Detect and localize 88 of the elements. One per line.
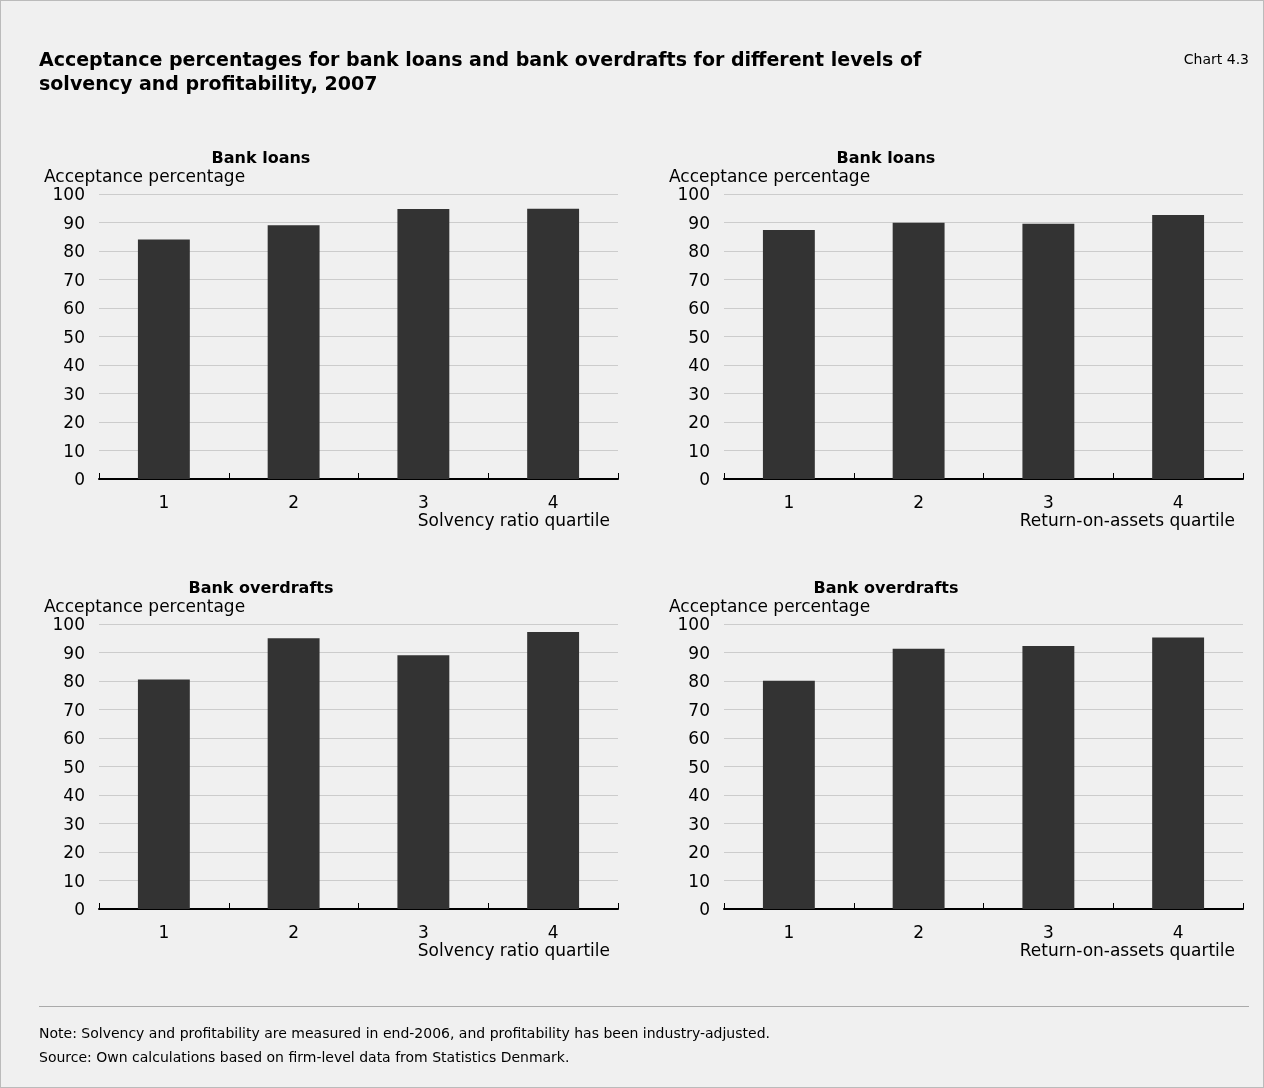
- caption: Chart 4.3: [1183, 51, 1249, 67]
- y-tick-label: 100: [677, 184, 710, 204]
- y-axis-title: Acceptance percentage: [44, 595, 246, 616]
- y-tick-label: 40: [63, 355, 85, 375]
- bar: [267, 225, 320, 479]
- chart-title: Bank overdrafts: [188, 577, 334, 597]
- y-tick-label: 30: [688, 383, 710, 404]
- y-tick-label: 0: [74, 899, 85, 919]
- text: Note: Solvency and profitability are measured in end-2006, and profitability has been industry-adjusted.: [39, 1024, 771, 1043]
- x-tick-label: 4: [547, 491, 559, 512]
- y-tick-label: 30: [63, 383, 85, 404]
- chart-title: Bank loans: [836, 147, 936, 167]
- x-tick-label: 2: [288, 491, 300, 512]
- x-tick-label: 1: [783, 921, 795, 942]
- text: Acceptance percentages for bank loans and bank overdrafts for different levels of solvency and profitability, 2007: [39, 47, 923, 95]
- x-tick-label: 2: [913, 491, 925, 512]
- bar: [1022, 645, 1075, 909]
- x-axis-title: Return-on-assets quartile: [1019, 939, 1235, 960]
- y-tick-label: 100: [677, 614, 710, 634]
- bar: [527, 208, 580, 479]
- y-tick-label: 40: [688, 785, 710, 805]
- x-tick-label: 4: [547, 921, 559, 942]
- source-note: Source: Own calculations based on firm-level data from Statistics Denmark.: [39, 1048, 571, 1067]
- y-tick-label: 10: [688, 870, 710, 891]
- bar: [137, 239, 190, 479]
- y-tick-label: 80: [63, 671, 85, 691]
- y-tick-label: 40: [63, 785, 85, 805]
- y-tick-label: 40: [688, 355, 710, 375]
- y-tick-label: 30: [63, 813, 85, 834]
- x-tick-label: 3: [417, 921, 429, 942]
- bar: [267, 638, 320, 909]
- bar: [1152, 637, 1205, 909]
- bar: [397, 655, 450, 909]
- bar: [892, 648, 945, 909]
- y-tick-label: 0: [74, 469, 85, 489]
- y-tick-label: 20: [63, 842, 85, 862]
- y-tick-label: 70: [63, 269, 85, 290]
- y-tick-label: 80: [688, 241, 710, 261]
- y-tick-label: 100: [52, 614, 85, 634]
- bar: [527, 631, 580, 909]
- y-tick-label: 30: [688, 813, 710, 834]
- x-tick-label: 1: [158, 491, 170, 512]
- y-tick-label: 80: [63, 241, 85, 261]
- y-tick-label: 70: [688, 269, 710, 290]
- y-tick-label: 60: [688, 298, 710, 318]
- y-tick-label: 20: [688, 842, 710, 862]
- y-tick-label: 60: [63, 298, 85, 318]
- chart-title: Bank overdrafts: [813, 577, 959, 597]
- y-tick-label: 20: [63, 412, 85, 432]
- x-tick-label: 4: [1172, 921, 1184, 942]
- y-tick-label: 90: [688, 212, 710, 233]
- bar: [397, 209, 450, 479]
- y-axis-title: Acceptance percentage: [44, 165, 246, 186]
- y-tick-label: 90: [63, 642, 85, 663]
- x-tick-label: 1: [783, 491, 795, 512]
- x-tick-label: 2: [288, 921, 300, 942]
- y-tick-label: 60: [63, 728, 85, 748]
- x-tick-label: 3: [1042, 491, 1054, 512]
- x-tick-label: 2: [913, 921, 925, 942]
- y-tick-label: 10: [688, 440, 710, 461]
- y-tick-label: 50: [63, 326, 85, 347]
- y-axis-title: Acceptance percentage: [669, 165, 871, 186]
- bar: [137, 679, 190, 909]
- y-tick-label: 50: [63, 756, 85, 777]
- x-tick-label: 4: [1172, 491, 1184, 512]
- y-tick-label: 90: [688, 642, 710, 663]
- y-tick-label: 0: [699, 469, 710, 489]
- y-tick-label: 60: [688, 728, 710, 748]
- x-axis-title: Solvency ratio quartile: [417, 509, 610, 530]
- y-tick-label: 70: [63, 699, 85, 720]
- y-tick-label: 70: [688, 699, 710, 720]
- y-tick-label: 100: [52, 184, 85, 204]
- y-tick-label: 10: [63, 870, 85, 891]
- x-axis-title: Solvency ratio quartile: [417, 939, 610, 960]
- y-tick-label: 10: [63, 440, 85, 461]
- x-axis-title: Return-on-assets quartile: [1019, 509, 1235, 530]
- y-tick-label: 20: [688, 412, 710, 432]
- x-tick-label: 1: [158, 921, 170, 942]
- y-tick-label: 50: [688, 326, 710, 347]
- x-tick-label: 3: [417, 491, 429, 512]
- y-tick-label: 50: [688, 756, 710, 777]
- y-tick-label: 80: [688, 671, 710, 691]
- y-axis-title: Acceptance percentage: [669, 595, 871, 616]
- bar: [762, 680, 815, 909]
- x-tick-label: 3: [1042, 921, 1054, 942]
- y-tick-label: 0: [699, 899, 710, 919]
- y-tick-label: 90: [63, 212, 85, 233]
- chart-title: Bank loans: [211, 147, 311, 167]
